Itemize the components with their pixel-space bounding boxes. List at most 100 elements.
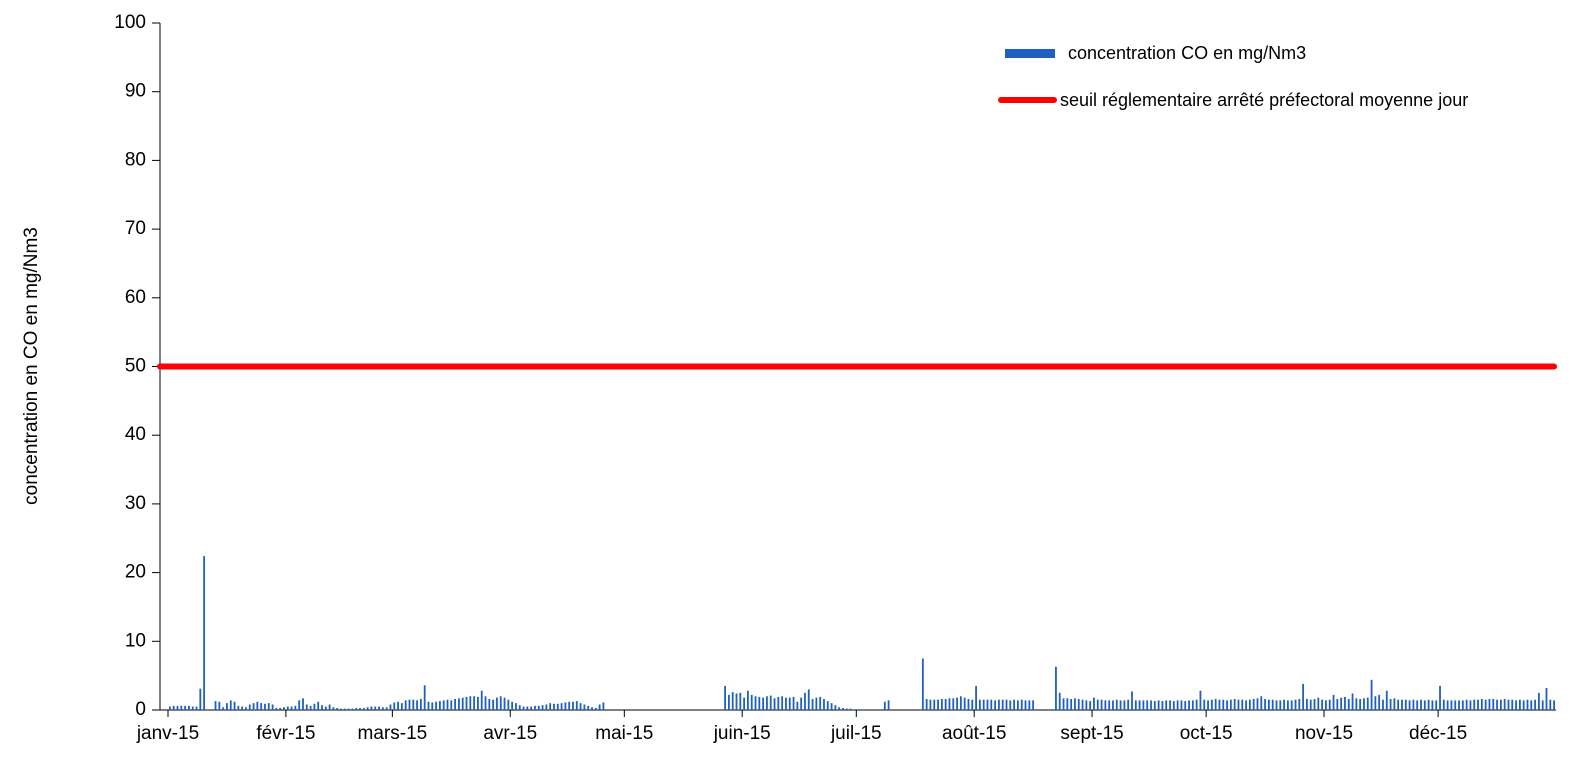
bar	[1024, 700, 1027, 710]
bar	[1317, 697, 1320, 710]
bar	[1537, 692, 1540, 710]
x-tick-label: avr-15	[483, 723, 537, 744]
bar	[427, 701, 430, 710]
bar	[857, 709, 860, 710]
bar	[1484, 699, 1487, 710]
x-tick-label: févr-15	[256, 723, 315, 744]
bar	[773, 698, 776, 710]
bar	[1207, 700, 1209, 710]
bar	[788, 697, 791, 710]
bar	[1176, 700, 1179, 710]
bar	[184, 705, 187, 710]
bar	[1515, 700, 1517, 710]
bar	[747, 690, 749, 710]
y-tick-label: 10	[125, 630, 146, 651]
bar	[1142, 700, 1145, 710]
bar	[823, 699, 825, 710]
bar	[188, 705, 190, 710]
bar	[811, 699, 814, 710]
bar	[1104, 700, 1107, 710]
bar	[203, 556, 206, 710]
bar	[1127, 699, 1130, 710]
bar	[1431, 700, 1434, 710]
bar	[868, 709, 871, 710]
bar	[556, 703, 559, 710]
bar	[1287, 700, 1289, 710]
bar	[541, 705, 544, 710]
bar	[766, 696, 768, 710]
bar	[1439, 685, 1441, 710]
bar	[1340, 697, 1343, 710]
bar	[1530, 700, 1533, 710]
bar	[731, 692, 734, 710]
bar	[1222, 699, 1225, 710]
bar	[473, 696, 476, 710]
bar	[1344, 696, 1346, 710]
bar	[1100, 699, 1103, 710]
bar	[826, 701, 829, 710]
bar	[1412, 699, 1415, 710]
bar	[963, 697, 966, 710]
bar	[834, 705, 837, 710]
bar	[575, 701, 578, 710]
bar	[1363, 698, 1365, 710]
bar	[1077, 699, 1080, 710]
bar	[1473, 699, 1476, 710]
bar	[484, 696, 487, 710]
bar	[530, 706, 533, 710]
bar	[967, 699, 970, 710]
bar	[503, 697, 506, 710]
bar	[389, 704, 392, 710]
bar	[1442, 699, 1445, 710]
bar	[587, 705, 590, 710]
bar	[172, 705, 175, 710]
y-tick-label: 40	[125, 424, 146, 445]
bar	[872, 709, 875, 710]
bar	[728, 694, 730, 710]
bar	[222, 707, 225, 710]
bar	[1260, 696, 1263, 710]
y-tick-label: 0	[135, 699, 146, 720]
bar	[1161, 701, 1164, 710]
bar	[1055, 666, 1057, 710]
bar	[982, 699, 985, 710]
bar	[343, 708, 346, 710]
bar	[374, 706, 377, 710]
bar	[959, 696, 962, 710]
bar	[423, 685, 426, 710]
bar	[1290, 700, 1293, 710]
bar	[515, 703, 517, 710]
bar	[1005, 699, 1008, 710]
bar	[940, 699, 943, 710]
bar	[1420, 699, 1422, 710]
bar	[807, 689, 810, 710]
bar	[336, 707, 339, 710]
bar	[283, 707, 285, 710]
bar	[849, 708, 852, 710]
bar	[1347, 699, 1350, 710]
bar	[461, 697, 464, 710]
bar	[1093, 697, 1095, 710]
bar	[321, 705, 323, 710]
bar	[511, 701, 514, 710]
bar	[1157, 700, 1160, 710]
bar	[180, 705, 183, 710]
bar	[579, 703, 582, 710]
bar	[400, 703, 403, 710]
bar	[1241, 699, 1244, 710]
bar	[1191, 700, 1194, 710]
bar	[1408, 700, 1411, 710]
bar	[1423, 700, 1426, 710]
bar	[1518, 699, 1521, 710]
bar	[1180, 700, 1183, 710]
bar	[1313, 699, 1316, 710]
bar	[477, 696, 479, 710]
x-tick-label: nov-15	[1295, 723, 1353, 744]
bar	[921, 658, 924, 710]
bar	[347, 708, 350, 710]
bar	[986, 699, 989, 710]
bar	[1534, 699, 1536, 710]
bar	[438, 701, 441, 710]
